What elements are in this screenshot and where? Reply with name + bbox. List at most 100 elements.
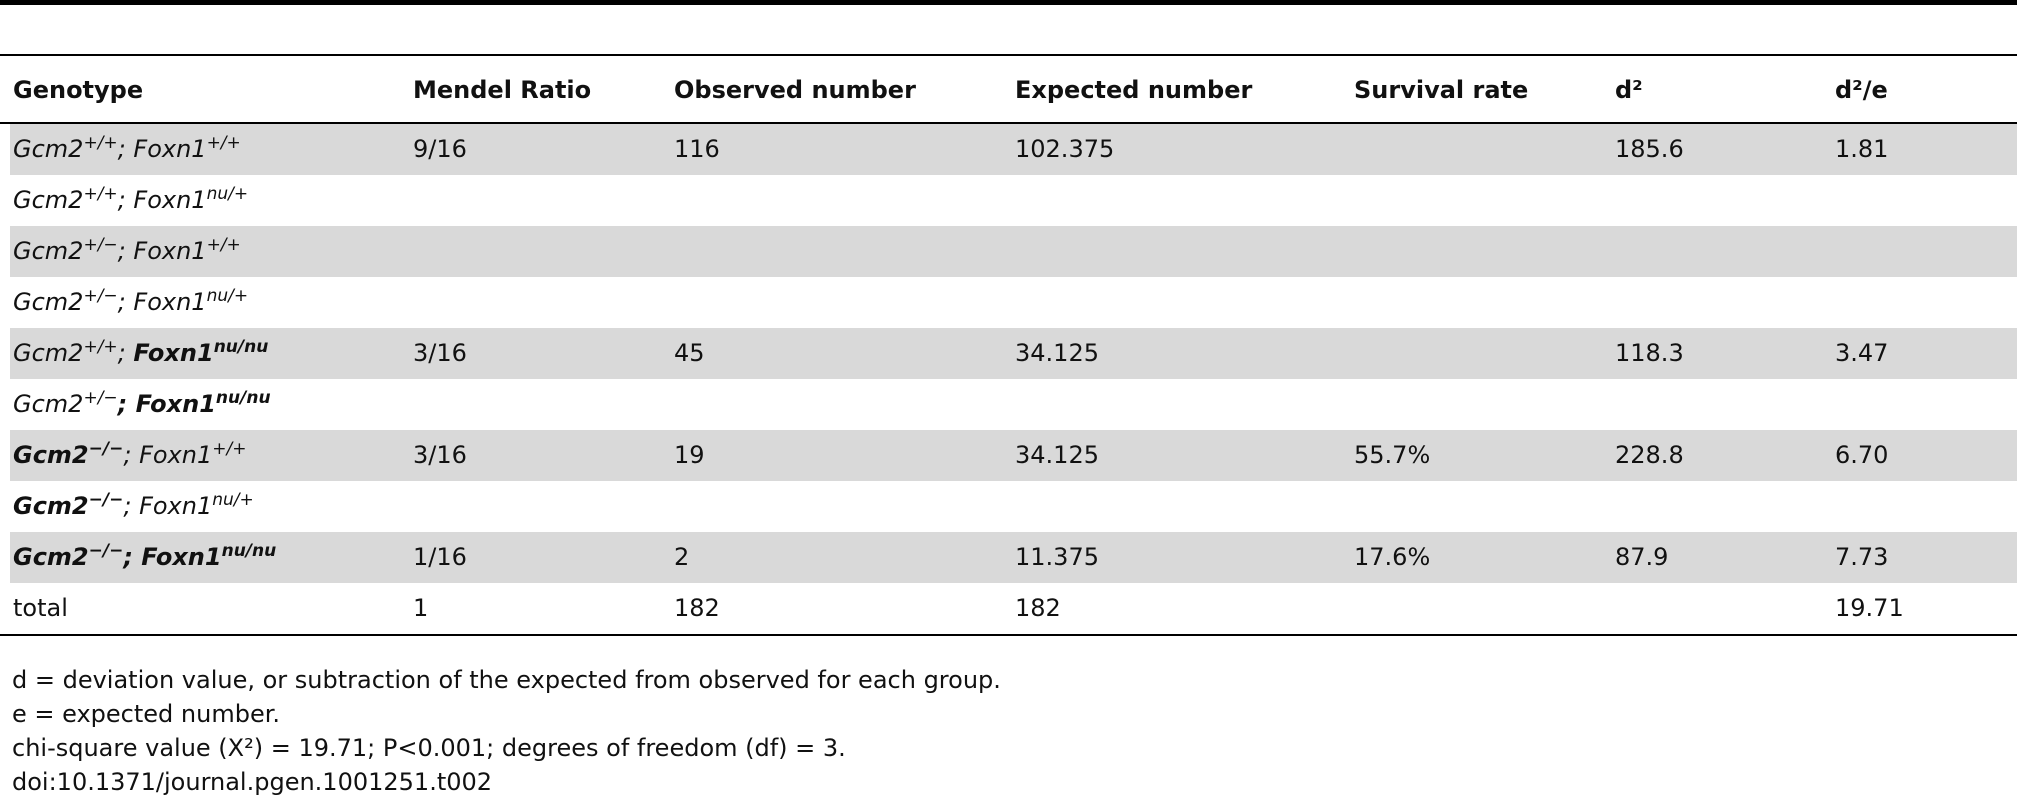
genotype-cell: Gcm2+/−; Foxn1nu/+ — [13, 277, 248, 328]
table-row: Gcm2−/−; Foxn1nu/+ — [10, 481, 2017, 532]
table-row: Gcm2+/−; Foxn1nu/nu — [10, 379, 2017, 430]
table-cell: 1 — [413, 594, 429, 622]
header-cell: Mendel Ratio — [413, 76, 592, 104]
header-bottom-rule — [0, 122, 2017, 124]
table-row: Gcm2+/−; Foxn1+/+ — [10, 226, 2017, 277]
genotype-cell: total — [13, 583, 68, 634]
allele: nu/+ — [206, 184, 249, 204]
table-row: Gcm2−/−; Foxn1+/+ 3/16 19 34.125 55.7% 228.8 6… — [10, 430, 2017, 481]
footnote: e = expected number. — [12, 700, 281, 728]
allele: −/− — [88, 439, 124, 459]
gene-part: ; — [117, 390, 136, 418]
footnote: d = deviation value, or subtraction of t… — [12, 666, 1001, 694]
table-cell: 19 — [674, 441, 705, 469]
header-cell: Observed number — [674, 76, 916, 104]
genotype-cell: Gcm2−/−; Foxn1nu/nu — [13, 532, 276, 583]
gene-part: Foxn1 — [139, 441, 213, 469]
gene-part: ; — [117, 186, 134, 214]
table-cell: 6.70 — [1835, 441, 1889, 469]
allele: nu/nu — [221, 541, 277, 561]
gene-part: Foxn1 — [133, 288, 207, 316]
table-row: Gcm2+/+; Foxn1nu/nu 3/16 45 34.125 118.3 3.47 — [10, 328, 2017, 379]
table-cell: 34.125 — [1015, 339, 1099, 367]
table-cell: 3/16 — [413, 339, 467, 367]
footnote: doi:10.1371/journal.pgen.1001251.t002 — [12, 768, 493, 796]
gene-part: Gcm2 — [13, 492, 89, 520]
header-cell: d²/e — [1835, 76, 1888, 104]
table-bottom-rule — [0, 634, 2017, 636]
gene-part: Gcm2 — [13, 186, 84, 214]
table-cell: 55.7% — [1354, 441, 1431, 469]
table-cell: 87.9 — [1615, 543, 1669, 571]
table-cell: 1.81 — [1835, 135, 1889, 163]
table-cell: 3.47 — [1835, 339, 1889, 367]
gene-part: ; — [117, 288, 134, 316]
gene-part: ; — [117, 237, 134, 265]
genotype-cell: Gcm2+/+; Foxn1nu/+ — [13, 175, 248, 226]
gene-part: total — [13, 594, 68, 622]
table-cell: 9/16 — [413, 135, 467, 163]
gene-part: Gcm2 — [13, 339, 84, 367]
table-cell: 2 — [674, 543, 690, 571]
table-cell: 182 — [1015, 594, 1061, 622]
gene-part: ; — [117, 135, 134, 163]
gene-part: Gcm2 — [13, 543, 89, 571]
gene-part: ; — [123, 543, 142, 571]
allele: −/− — [88, 490, 124, 510]
table-cell: 11.375 — [1015, 543, 1099, 571]
table-cell: 118.3 — [1615, 339, 1684, 367]
gene-part: Foxn1 — [133, 186, 207, 214]
allele: nu/nu — [215, 388, 271, 408]
allele: nu/nu — [213, 337, 269, 357]
header-cell: d² — [1615, 76, 1643, 104]
allele: −/− — [88, 541, 124, 561]
gene-part: Foxn1 — [141, 543, 222, 571]
allele: +/+ — [206, 133, 241, 153]
table-cell: 19.71 — [1835, 594, 1904, 622]
genotype-cell: Gcm2−/−; Foxn1+/+ — [13, 430, 246, 481]
table-cell: 116 — [674, 135, 720, 163]
genotype-cell: Gcm2+/+; Foxn1nu/nu — [13, 328, 268, 379]
table-row: Gcm2+/+; Foxn1+/+ 9/16 116 102.375 185.6 1.81 — [10, 124, 2017, 175]
table-row: Gcm2−/−; Foxn1nu/nu 1/16 2 11.375 17.6% 87.9 7… — [10, 532, 2017, 583]
genotype-cell: Gcm2+/−; Foxn1nu/nu — [13, 379, 271, 430]
footnote: chi-square value (X²) = 19.71; P<0.001; … — [12, 734, 846, 762]
header-row: Genotype Mendel Ratio Observed number Expec… — [10, 56, 2017, 122]
table-cell: 182 — [674, 594, 720, 622]
table-cell: 3/16 — [413, 441, 467, 469]
allele: +/+ — [206, 235, 241, 255]
allele: +/− — [83, 286, 118, 306]
genotype-cell: Gcm2+/−; Foxn1+/+ — [13, 226, 241, 277]
gene-part: Foxn1 — [133, 135, 207, 163]
genotype-cell: Gcm2+/+; Foxn1+/+ — [13, 124, 241, 175]
gene-part: Gcm2 — [13, 390, 84, 418]
header-cell: Genotype — [13, 76, 144, 104]
table-row: Gcm2+/+; Foxn1nu/+ — [10, 175, 2017, 226]
gene-part: Foxn1 — [133, 237, 207, 265]
gene-part: Gcm2 — [13, 441, 89, 469]
gene-part: Foxn1 — [133, 339, 214, 367]
gene-part: Foxn1 — [135, 390, 216, 418]
header-top-rule — [0, 54, 2017, 56]
table-cell: 45 — [674, 339, 705, 367]
header-cell: Survival rate — [1354, 76, 1529, 104]
allele: nu/+ — [206, 286, 249, 306]
table-cell: 17.6% — [1354, 543, 1431, 571]
allele: nu/+ — [212, 490, 254, 510]
table-cell: 185.6 — [1615, 135, 1684, 163]
allele: +/+ — [83, 133, 118, 153]
allele: +/+ — [83, 184, 118, 204]
gene-part: Foxn1 — [139, 492, 213, 520]
table-row: total 1 182 182 19.71 — [10, 583, 2017, 634]
allele: +/+ — [83, 337, 118, 357]
gene-part: ; — [123, 492, 140, 520]
allele: +/+ — [212, 439, 247, 459]
table-cell: 34.125 — [1015, 441, 1099, 469]
gene-part: Gcm2 — [13, 288, 84, 316]
gene-part: Gcm2 — [13, 237, 84, 265]
gene-part: Gcm2 — [13, 135, 84, 163]
table-cell: 1/16 — [413, 543, 467, 571]
table-cell: 7.73 — [1835, 543, 1889, 571]
allele: +/− — [83, 235, 118, 255]
